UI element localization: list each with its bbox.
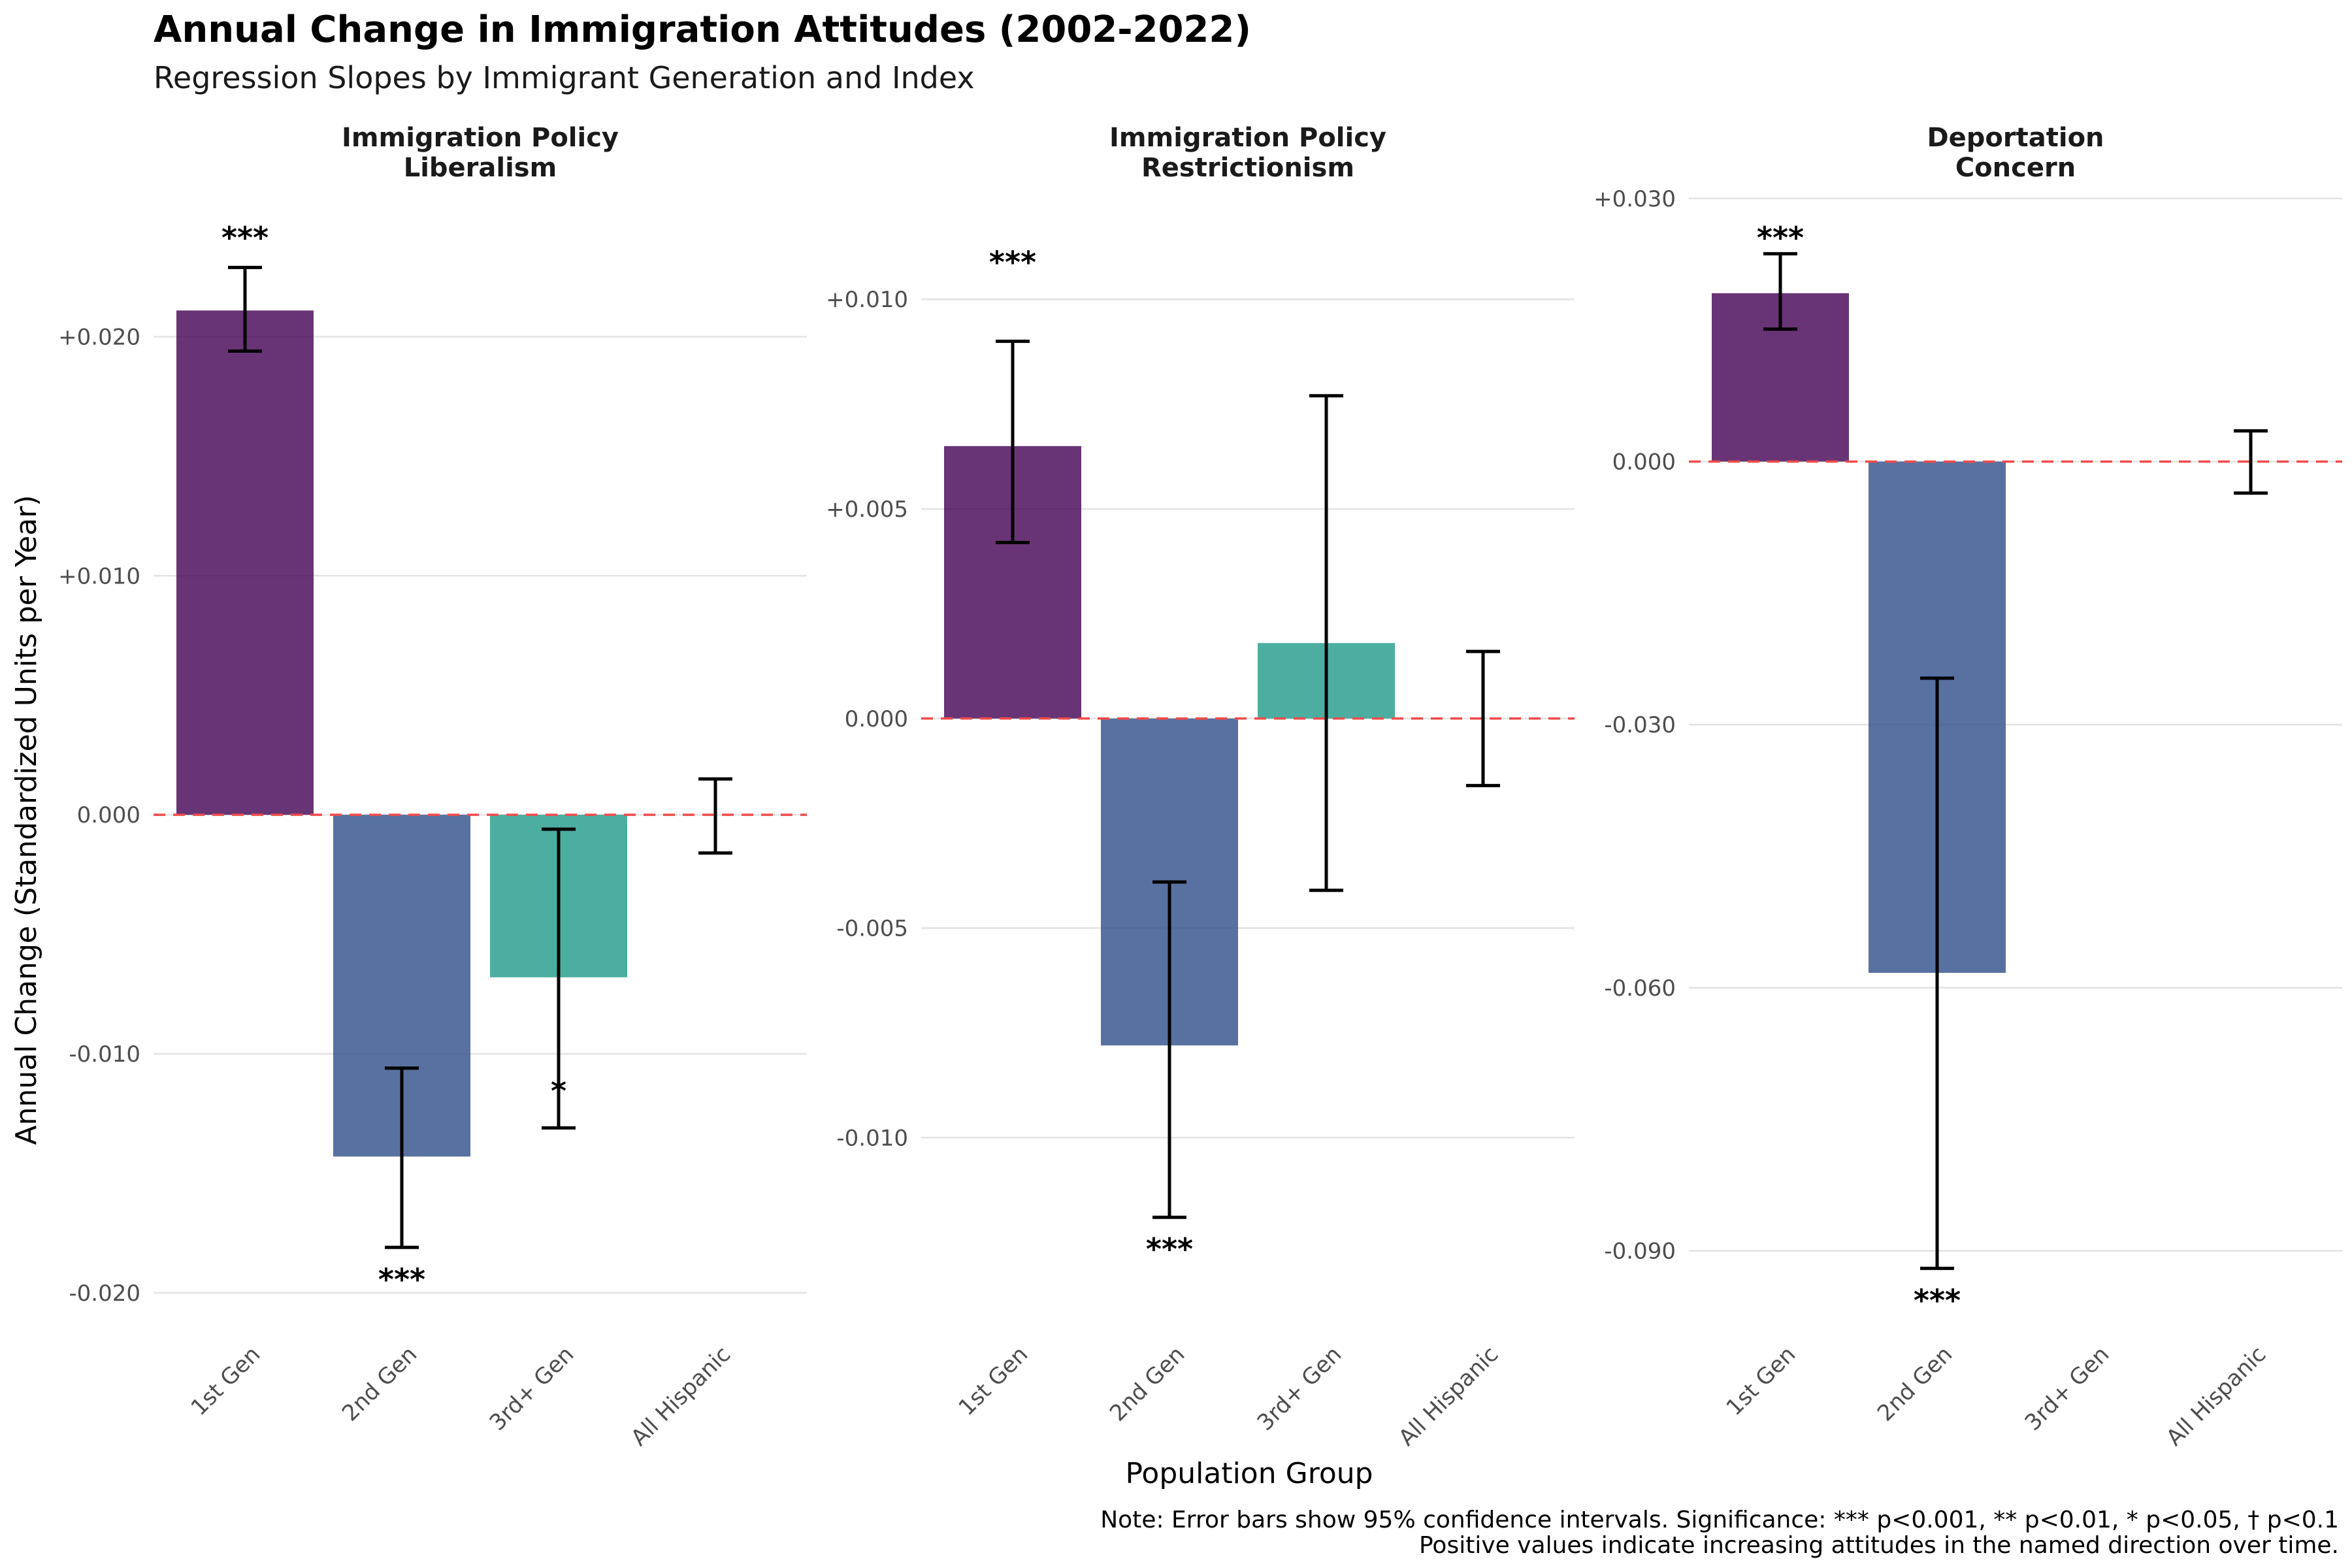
x-tick-label: 1st Gen — [186, 1341, 266, 1421]
y-tick-label: -0.010 — [69, 1041, 140, 1068]
error-bar — [2234, 429, 2268, 495]
panel-title-line: Immigration Policy — [1109, 123, 1386, 153]
y-tick-label: -0.090 — [1604, 1239, 1676, 1265]
y-tick-label: 0.000 — [1612, 449, 1676, 475]
y-tick-label: -0.005 — [836, 916, 908, 942]
y-tick-label: +0.030 — [1593, 186, 1676, 212]
y-tick-label: 0.000 — [845, 706, 908, 732]
error-bar — [228, 265, 262, 353]
panel-title-line: Deportation — [1927, 123, 2104, 153]
x-tick-label: 1st Gen — [1722, 1341, 1801, 1421]
significance-label: *** — [221, 220, 269, 255]
error-bar — [1152, 880, 1186, 1219]
error-bar — [385, 1066, 419, 1249]
error-bar — [1920, 676, 1954, 1270]
x-tick-label: 1st Gen — [954, 1341, 1034, 1421]
x-tick-label: 3rd+ Gen — [485, 1341, 580, 1436]
chart-panels: Immigration PolicyLiberalism-0.020-0.010… — [58, 123, 2342, 1451]
y-tick-label: +0.010 — [58, 563, 140, 589]
x-tick-label: All Hispanic — [626, 1341, 736, 1451]
x-tick-label: 2nd Gen — [1872, 1341, 1957, 1426]
panel-title-line: Concern — [1955, 153, 2076, 183]
chart-title: Annual Change in Immigration Attitudes (… — [154, 8, 1251, 51]
panel-title-line: Liberalism — [404, 153, 557, 183]
x-tick-label: 3rd+ Gen — [1252, 1341, 1347, 1436]
error-bar — [996, 339, 1030, 544]
significance-label: * — [551, 1073, 566, 1109]
y-tick-label: 0.000 — [77, 802, 140, 828]
y-tick-label: +0.020 — [58, 324, 140, 350]
x-axis-title: Population Group — [1125, 1457, 1373, 1490]
chart-subtitle: Regression Slopes by Immigrant Generatio… — [154, 60, 975, 95]
y-tick-label: +0.010 — [826, 287, 908, 313]
error-bar — [1466, 649, 1500, 787]
significance-label: *** — [989, 244, 1036, 280]
x-tick-label: 2nd Gen — [337, 1341, 422, 1426]
y-tick-label: -0.060 — [1604, 975, 1676, 1002]
y-tick-label: -0.030 — [1604, 712, 1676, 738]
caption-line-2: Positive values indicate increasing atti… — [1419, 1532, 2339, 1559]
caption-line-1: Note: Error bars show 95% confidence int… — [1100, 1507, 2339, 1533]
error-bar — [698, 777, 732, 855]
y-tick-label: -0.020 — [69, 1281, 140, 1307]
x-tick-label: 3rd+ Gen — [2020, 1341, 2115, 1436]
significance-label: *** — [378, 1262, 425, 1297]
x-tick-label: All Hispanic — [2161, 1341, 2271, 1451]
y-tick-label: -0.010 — [836, 1125, 908, 1151]
error-bar — [542, 827, 576, 1130]
error-bar — [1763, 252, 1797, 331]
panel-title-line: Restrictionism — [1141, 153, 1354, 183]
y-axis-title: Annual Change (Standardized Units per Ye… — [10, 495, 43, 1145]
significance-label: *** — [1146, 1232, 1193, 1267]
x-tick-label: 2nd Gen — [1105, 1341, 1190, 1426]
error-bar — [1309, 394, 1343, 892]
bar-1st-gen — [176, 310, 314, 815]
significance-label: *** — [1914, 1282, 1961, 1318]
y-tick-label: +0.005 — [826, 497, 908, 523]
panel-title-line: Immigration Policy — [342, 123, 619, 153]
x-tick-label: All Hispanic — [1394, 1341, 1503, 1451]
significance-label: *** — [1757, 220, 1804, 255]
